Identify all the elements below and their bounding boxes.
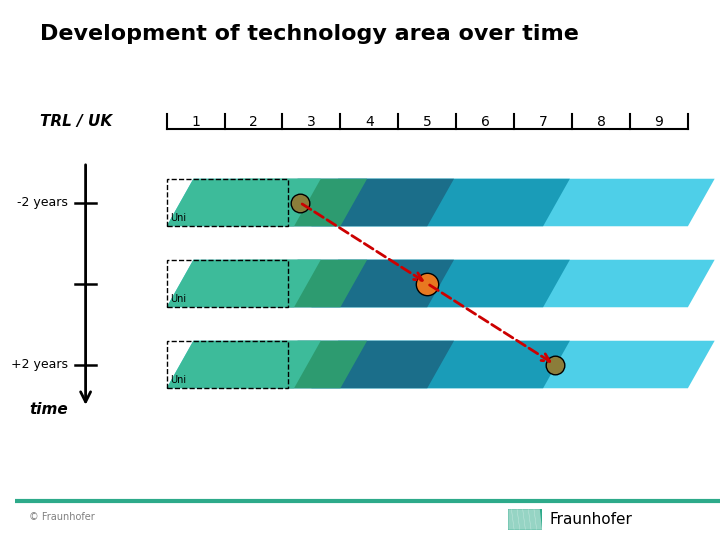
Polygon shape [312,179,570,226]
FancyBboxPatch shape [508,509,542,530]
Text: Uni: Uni [170,294,186,304]
Polygon shape [166,260,321,307]
Bar [166,179,288,226]
Bar [166,341,288,388]
Polygon shape [213,260,367,307]
Bar [166,260,288,307]
Text: 8: 8 [597,114,606,129]
Point [294,198,305,207]
Text: TRL / UK: TRL / UK [40,114,112,129]
Polygon shape [312,341,570,388]
Text: Development of technology area over time: Development of technology area over time [40,24,579,44]
Text: 1: 1 [191,114,200,129]
Polygon shape [517,509,526,530]
Text: 5: 5 [423,114,431,129]
Polygon shape [523,509,531,530]
Polygon shape [534,509,542,530]
Text: 9: 9 [654,114,663,129]
Text: 2: 2 [249,114,258,129]
Polygon shape [528,509,537,530]
Polygon shape [213,341,367,388]
Text: -2 years: -2 years [17,196,68,209]
Point [421,279,433,288]
Polygon shape [271,341,454,388]
Polygon shape [213,179,367,226]
Polygon shape [166,341,715,388]
Polygon shape [166,341,321,388]
Text: Uni: Uni [170,213,186,223]
Text: © Fraunhofer: © Fraunhofer [30,512,95,522]
Polygon shape [511,509,520,530]
Point [549,360,560,369]
Polygon shape [166,179,321,226]
Polygon shape [508,509,514,530]
Polygon shape [271,260,454,307]
Text: 7: 7 [539,114,547,129]
Polygon shape [166,260,715,307]
Polygon shape [166,179,715,226]
Polygon shape [271,179,454,226]
Text: +2 years: +2 years [11,358,68,371]
Text: 4: 4 [365,114,374,129]
Text: time: time [30,402,68,417]
Polygon shape [312,260,570,307]
Text: 6: 6 [481,114,490,129]
Text: Fraunhofer: Fraunhofer [549,512,632,527]
Text: 3: 3 [307,114,316,129]
Text: Uni: Uni [170,375,186,385]
